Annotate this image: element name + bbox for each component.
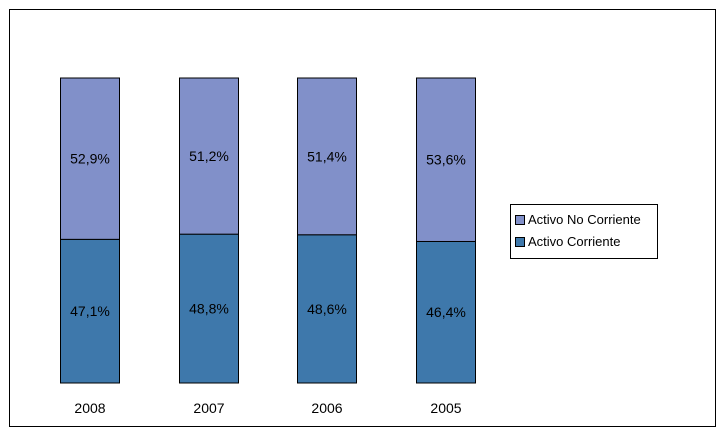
legend-label-activo-corriente: Activo Corriente [528,234,621,249]
bar-segment-activo-corriente-2005 [416,240,476,384]
bar-segment-activo-no-corriente-2008 [60,77,120,240]
chart-legend: Activo No Corriente Activo Corriente [510,204,658,259]
data-label-activo-no-corriente-2008: 52,9% [70,151,110,167]
bar-segment-activo-corriente-2006 [297,234,357,384]
data-label-activo-corriente-2006: 48,6% [307,301,347,317]
x-tick-label-2008: 2008 [74,400,105,416]
legend-swatch-activo-no-corriente [515,214,525,225]
bar-segment-activo-corriente-2008 [60,238,120,384]
legend-item-activo-corriente: Activo Corriente [515,234,620,250]
legend-item-activo-no-corriente: Activo No Corriente [515,212,641,228]
data-label-activo-corriente-2005: 46,4% [426,304,466,320]
data-label-activo-corriente-2007: 48,8% [189,301,229,317]
legend-swatch-activo-corriente [515,236,525,247]
data-label-activo-corriente-2008: 47,1% [70,303,110,319]
bar-segment-activo-no-corriente-2007 [179,77,239,235]
data-label-activo-no-corriente-2007: 51,2% [189,148,229,164]
data-label-activo-no-corriente-2006: 51,4% [307,148,347,164]
data-label-activo-no-corriente-2005: 53,6% [426,152,466,168]
x-tick-label-2005: 2005 [430,400,461,416]
bar-segment-activo-no-corriente-2006 [297,77,357,236]
x-tick-label-2006: 2006 [311,400,342,416]
x-tick-label-2007: 2007 [193,400,224,416]
legend-label-activo-no-corriente: Activo No Corriente [528,212,641,227]
bar-segment-activo-no-corriente-2005 [416,77,476,242]
